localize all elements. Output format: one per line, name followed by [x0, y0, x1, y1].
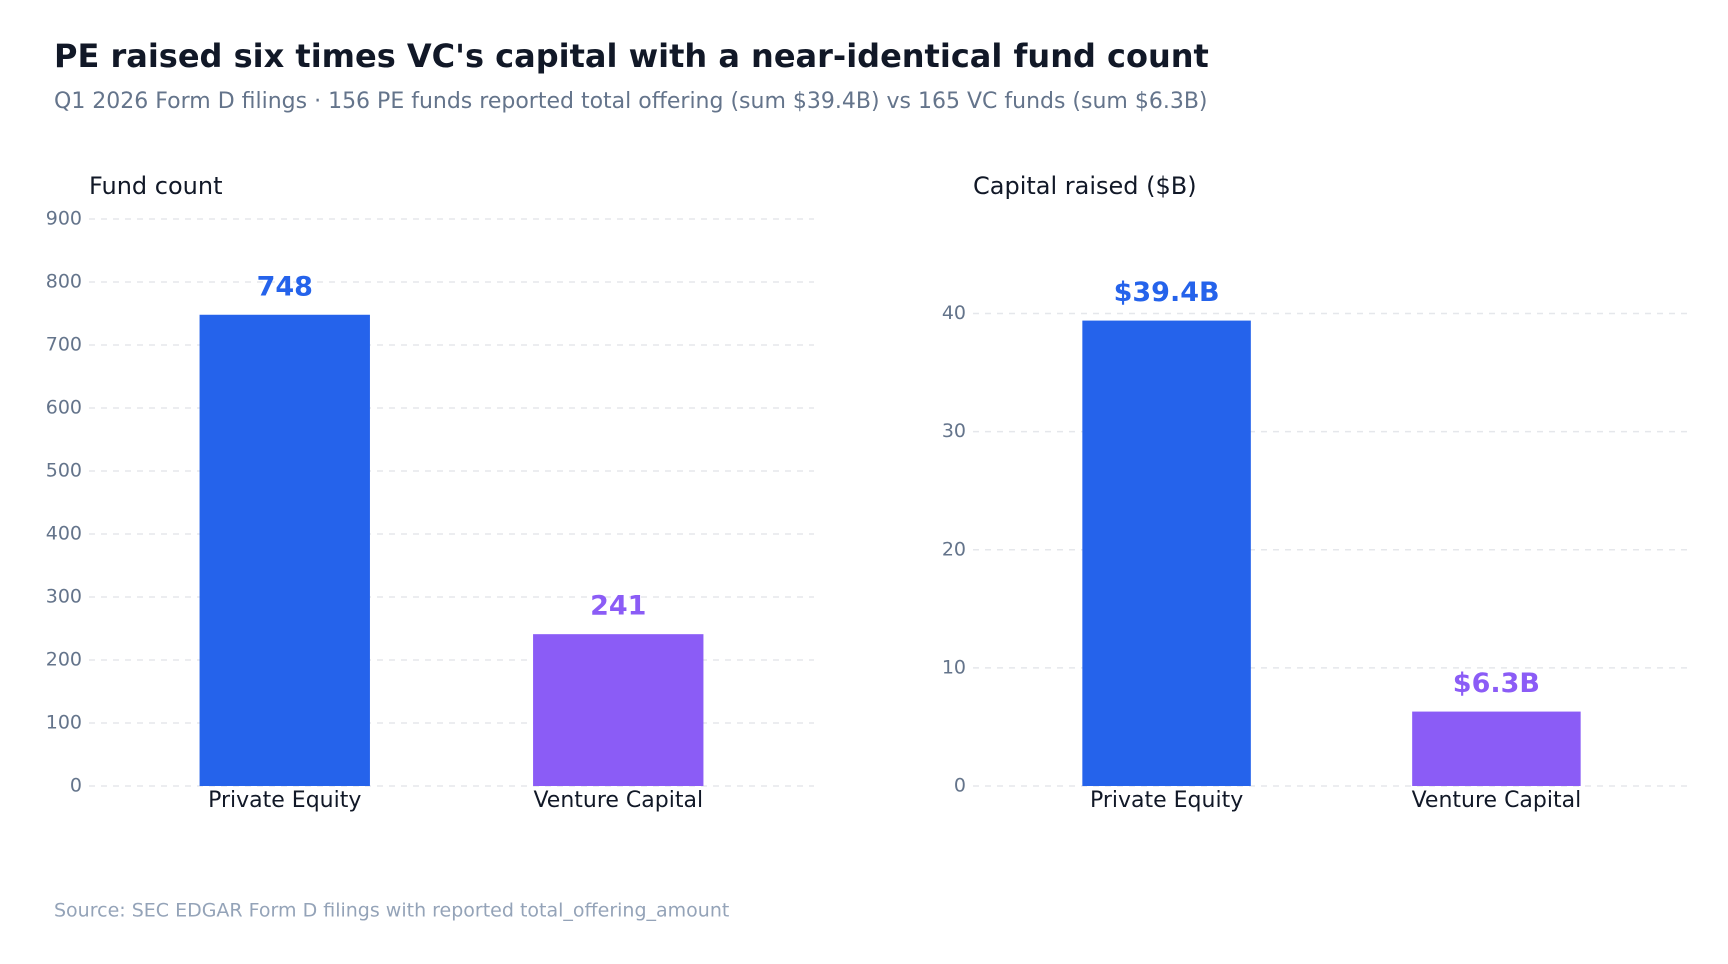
y-tick-label: 500 [46, 460, 82, 482]
y-tick-label: 0 [70, 775, 82, 797]
panel-title: Fund count [89, 172, 223, 200]
y-tick-label: 700 [46, 334, 82, 356]
x-tick-label: Venture Capital [533, 788, 703, 813]
x-tick-label: Venture Capital [1412, 788, 1582, 813]
y-tick-label: 0 [954, 775, 966, 797]
y-tick-label: 20 [942, 538, 966, 560]
y-tick-label: 600 [46, 397, 82, 419]
source-note: Source: SEC EDGAR Form D filings with re… [54, 900, 729, 922]
panel-title: Capital raised ($B) [973, 172, 1197, 200]
bar [1412, 711, 1581, 786]
page-title: PE raised six times VC's capital with a … [54, 37, 1209, 75]
x-tick-label: Private Equity [208, 788, 361, 813]
x-tick-label: Private Equity [1090, 788, 1243, 813]
value-label: $6.3B [1453, 668, 1540, 699]
page-subtitle: Q1 2026 Form D filings · 156 PE funds re… [54, 89, 1208, 114]
y-tick-label: 30 [942, 420, 966, 442]
bar [533, 634, 704, 786]
value-label: 748 [257, 271, 313, 302]
bar [199, 314, 370, 786]
value-label: 241 [590, 591, 646, 622]
y-tick-label: 100 [46, 712, 82, 734]
y-tick-label: 10 [942, 656, 966, 678]
y-tick-label: 40 [942, 302, 966, 324]
y-tick-label: 300 [46, 586, 82, 608]
y-tick-label: 200 [46, 649, 82, 671]
y-tick-label: 400 [46, 523, 82, 545]
y-tick-label: 900 [46, 208, 82, 230]
y-tick-label: 800 [46, 271, 82, 293]
bar [1082, 320, 1251, 786]
value-label: $39.4B [1114, 277, 1220, 308]
